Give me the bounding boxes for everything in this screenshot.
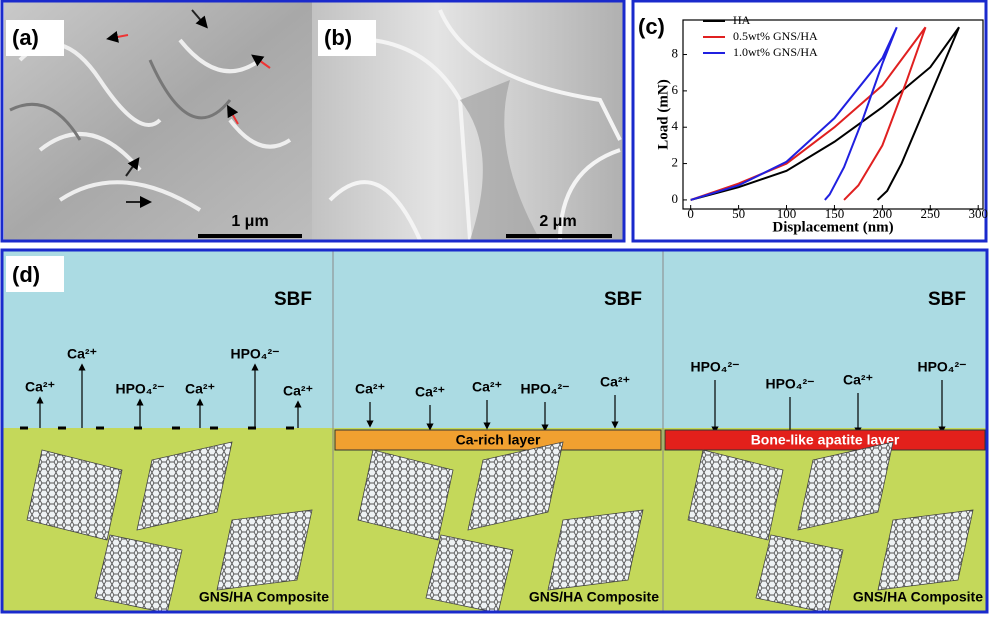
medium-label: SBF bbox=[928, 289, 966, 310]
ion-label: Ca²⁺ bbox=[415, 384, 445, 400]
legend-label: 0.5wt% GNS/HA bbox=[733, 29, 818, 43]
ion-label: Ca²⁺ bbox=[355, 381, 385, 397]
legend-label: 1.0wt% GNS/HA bbox=[733, 45, 818, 59]
ion-label: Ca²⁺ bbox=[67, 346, 97, 362]
figure: 1 μm 2 μm (a) (b) (c) 050100150200250300… bbox=[0, 0, 989, 617]
ion-label: HPO₄²⁻ bbox=[917, 359, 966, 375]
panel-label: (c) bbox=[638, 14, 665, 39]
ion-label: Ca²⁺ bbox=[25, 379, 55, 395]
sbf-region bbox=[333, 251, 663, 428]
panel-d: SBF Ca²⁺ Ca²⁺ HPO₄²⁻ Ca²⁺ HPO₄²⁻ Ca²⁺ GNS/HA Co… bbox=[2, 251, 987, 613]
scale-label: 2 μm bbox=[539, 213, 576, 230]
ion-label: HPO₄²⁻ bbox=[690, 359, 739, 375]
x-tick-label: 250 bbox=[921, 206, 941, 221]
ion-label: HPO₄²⁻ bbox=[765, 376, 814, 392]
graphene-sheet bbox=[878, 510, 973, 590]
y-tick-label: 0 bbox=[672, 191, 679, 206]
x-tick-label: 50 bbox=[732, 206, 745, 221]
ion-label: HPO₄²⁻ bbox=[115, 381, 164, 397]
panel-label: (d) bbox=[12, 262, 40, 287]
y-axis-label: Load (mN) bbox=[655, 79, 671, 149]
layer-label: Ca-rich layer bbox=[456, 432, 541, 448]
y-tick-label: 6 bbox=[672, 82, 679, 97]
panel-label: (a) bbox=[12, 25, 39, 50]
graphene-sheet bbox=[217, 510, 312, 590]
x-axis-label: Displacement (nm) bbox=[772, 219, 893, 235]
composite-label: GNS/HA Composite bbox=[853, 589, 983, 605]
x-tick-label: 0 bbox=[687, 206, 694, 221]
scale-label: 1 μm bbox=[231, 213, 268, 230]
medium-label: SBF bbox=[604, 289, 642, 310]
ion-label: Ca²⁺ bbox=[600, 374, 630, 390]
sbf-region bbox=[663, 251, 987, 428]
ion-label: HPO₄²⁻ bbox=[520, 381, 569, 397]
composite-label: GNS/HA Composite bbox=[199, 589, 329, 605]
ion-label: Ca²⁺ bbox=[283, 383, 313, 399]
y-tick-label: 4 bbox=[672, 118, 679, 133]
x-tick-label: 300 bbox=[968, 206, 988, 221]
graphene-sheet bbox=[548, 510, 643, 590]
panel-label: (b) bbox=[324, 25, 352, 50]
ion-label: HPO₄²⁻ bbox=[230, 346, 279, 362]
ion-label: Ca²⁺ bbox=[185, 381, 215, 397]
legend-label: HA bbox=[733, 13, 751, 27]
composite-label: GNS/HA Composite bbox=[529, 589, 659, 605]
y-tick-label: 8 bbox=[672, 46, 679, 61]
ion-label: Ca²⁺ bbox=[472, 379, 502, 395]
y-tick-label: 2 bbox=[672, 155, 679, 170]
medium-label: SBF bbox=[274, 289, 312, 310]
ion-label: Ca²⁺ bbox=[843, 372, 873, 388]
